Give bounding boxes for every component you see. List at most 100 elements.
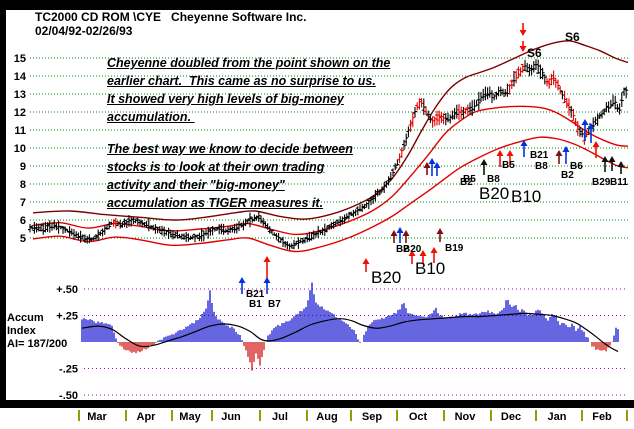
annotation-line: accumulation. xyxy=(107,110,195,124)
month-label: Jan xyxy=(548,411,567,423)
y-axis-label: 6 xyxy=(20,215,26,227)
month-tick xyxy=(443,410,445,421)
buy-arrow-head-icon xyxy=(617,161,625,167)
lower-band-line xyxy=(32,136,629,253)
month-tick xyxy=(125,410,127,421)
annotation-line: The best way we know to decide between xyxy=(107,142,353,156)
buy-signal-label: B5 xyxy=(502,160,515,171)
month-label: Jun xyxy=(221,411,241,423)
y-axis-label: 12 xyxy=(14,107,26,119)
buy-signal-label: B5 xyxy=(463,174,476,185)
buy-arrow-head-icon xyxy=(390,230,398,236)
y-axis-label: 10 xyxy=(14,143,26,155)
buy-arrow-head-icon xyxy=(263,277,271,283)
sell-signal-label: S6 xyxy=(527,46,542,60)
buy-signal-label: B20 xyxy=(403,244,422,255)
month-label: Sep xyxy=(362,411,382,423)
month-tick xyxy=(259,410,261,421)
month-label: Dec xyxy=(501,411,521,423)
buy-arrow-head-icon xyxy=(555,150,563,156)
month-tick xyxy=(626,410,628,421)
annotation-line: Cheyenne doubled from the point shown on… xyxy=(107,56,391,70)
buy-arrow-head-icon xyxy=(587,123,595,129)
annotation-line: stocks is to look at their own trading xyxy=(107,160,325,174)
buy-arrow-head-icon xyxy=(423,162,431,168)
y-axis-label: 5 xyxy=(20,233,26,245)
y-axis-label: 9 xyxy=(20,161,26,173)
buy-signal-label: B21 xyxy=(530,150,549,161)
y-axis-label: 11 xyxy=(14,125,26,137)
buy-signal-label: B6 xyxy=(570,161,583,172)
month-tick xyxy=(490,410,492,421)
sell-arrow-head-icon xyxy=(519,46,527,52)
sell-signal-label: S6 xyxy=(565,30,580,44)
buy-arrow-head-icon xyxy=(263,256,271,262)
y-axis-label: 15 xyxy=(14,53,26,65)
month-tick xyxy=(171,410,173,421)
buy-arrow-head-icon xyxy=(396,227,404,233)
month-tick xyxy=(350,410,352,421)
upper-band-line xyxy=(32,40,629,221)
accum-panel-label: Accum xyxy=(7,312,44,324)
left-border xyxy=(0,0,6,408)
month-label: Aug xyxy=(316,411,337,423)
top-border xyxy=(0,0,634,10)
buy-signal-label: B11 xyxy=(610,177,628,188)
buy-signal-label: B7 xyxy=(268,299,281,310)
buy-arrow-head-icon xyxy=(408,250,416,256)
buy-arrow-head-icon xyxy=(601,156,609,162)
buy-signal-label: B20 xyxy=(479,184,509,203)
accum-axis-label: -.25 xyxy=(59,364,78,376)
buy-arrow-head-icon xyxy=(362,258,370,264)
buy-signal-label: B8 xyxy=(487,174,500,185)
panel-separator xyxy=(0,400,634,408)
month-tick xyxy=(211,410,213,421)
accum-axis-label: -.50 xyxy=(59,390,78,402)
month-tick xyxy=(535,410,537,421)
month-tick xyxy=(306,410,308,421)
month-label: May xyxy=(179,411,201,423)
buy-arrow-head-icon xyxy=(433,162,441,168)
buy-arrow-head-icon xyxy=(428,158,436,164)
buy-arrow-head-icon xyxy=(402,230,410,236)
y-axis-label: 13 xyxy=(14,89,26,101)
sell-arrow-head-icon xyxy=(519,30,527,36)
month-label: Apr xyxy=(137,411,157,423)
buy-signal-label: B1 xyxy=(249,299,262,310)
month-label: Mar xyxy=(87,411,107,423)
month-label: Oct xyxy=(409,411,428,423)
y-axis-label: 14 xyxy=(14,71,27,83)
accum-panel-label: Index xyxy=(7,325,37,337)
accum-ma-line xyxy=(81,312,619,353)
buy-signal-label: B8 xyxy=(535,161,548,172)
annotation-line: earlier chart. This came as no surprise … xyxy=(107,74,376,88)
buy-arrow-head-icon xyxy=(562,146,570,152)
accum-axis-label: +.50 xyxy=(56,284,78,296)
month-label: Jul xyxy=(272,411,288,423)
buy-signal-label: B2 xyxy=(561,170,574,181)
month-tick xyxy=(581,410,583,421)
buy-arrow-head-icon xyxy=(436,228,444,234)
header-title: TC2000 CD ROM \CYE Cheyenne Software Inc… xyxy=(35,10,307,24)
chart-header: TC2000 CD ROM \CYE Cheyenne Software Inc… xyxy=(35,10,307,38)
buy-arrow-head-icon xyxy=(608,156,616,162)
y-axis-label: 8 xyxy=(20,179,26,191)
month-label: Feb xyxy=(592,411,612,423)
header-date-range: 02/04/92-02/26/93 xyxy=(35,23,133,38)
buy-arrow-head-icon xyxy=(506,150,514,156)
buy-arrow-head-icon xyxy=(520,140,528,146)
buy-signal-label: B20 xyxy=(371,268,401,287)
buy-arrow-head-icon xyxy=(496,150,504,156)
buy-arrow-head-icon xyxy=(419,250,427,256)
buy-signal-label: B2 xyxy=(396,244,409,255)
buy-arrow-head-icon xyxy=(592,141,600,147)
month-label: Nov xyxy=(455,411,477,423)
buy-signal-label: B19 xyxy=(445,243,464,254)
month-tick xyxy=(396,410,398,421)
accum-axis-label: +.25 xyxy=(56,311,78,323)
annotation-line: It showed very high levels of big-money xyxy=(107,92,344,106)
buy-arrow-head-icon xyxy=(238,277,246,283)
month-tick xyxy=(78,410,80,421)
